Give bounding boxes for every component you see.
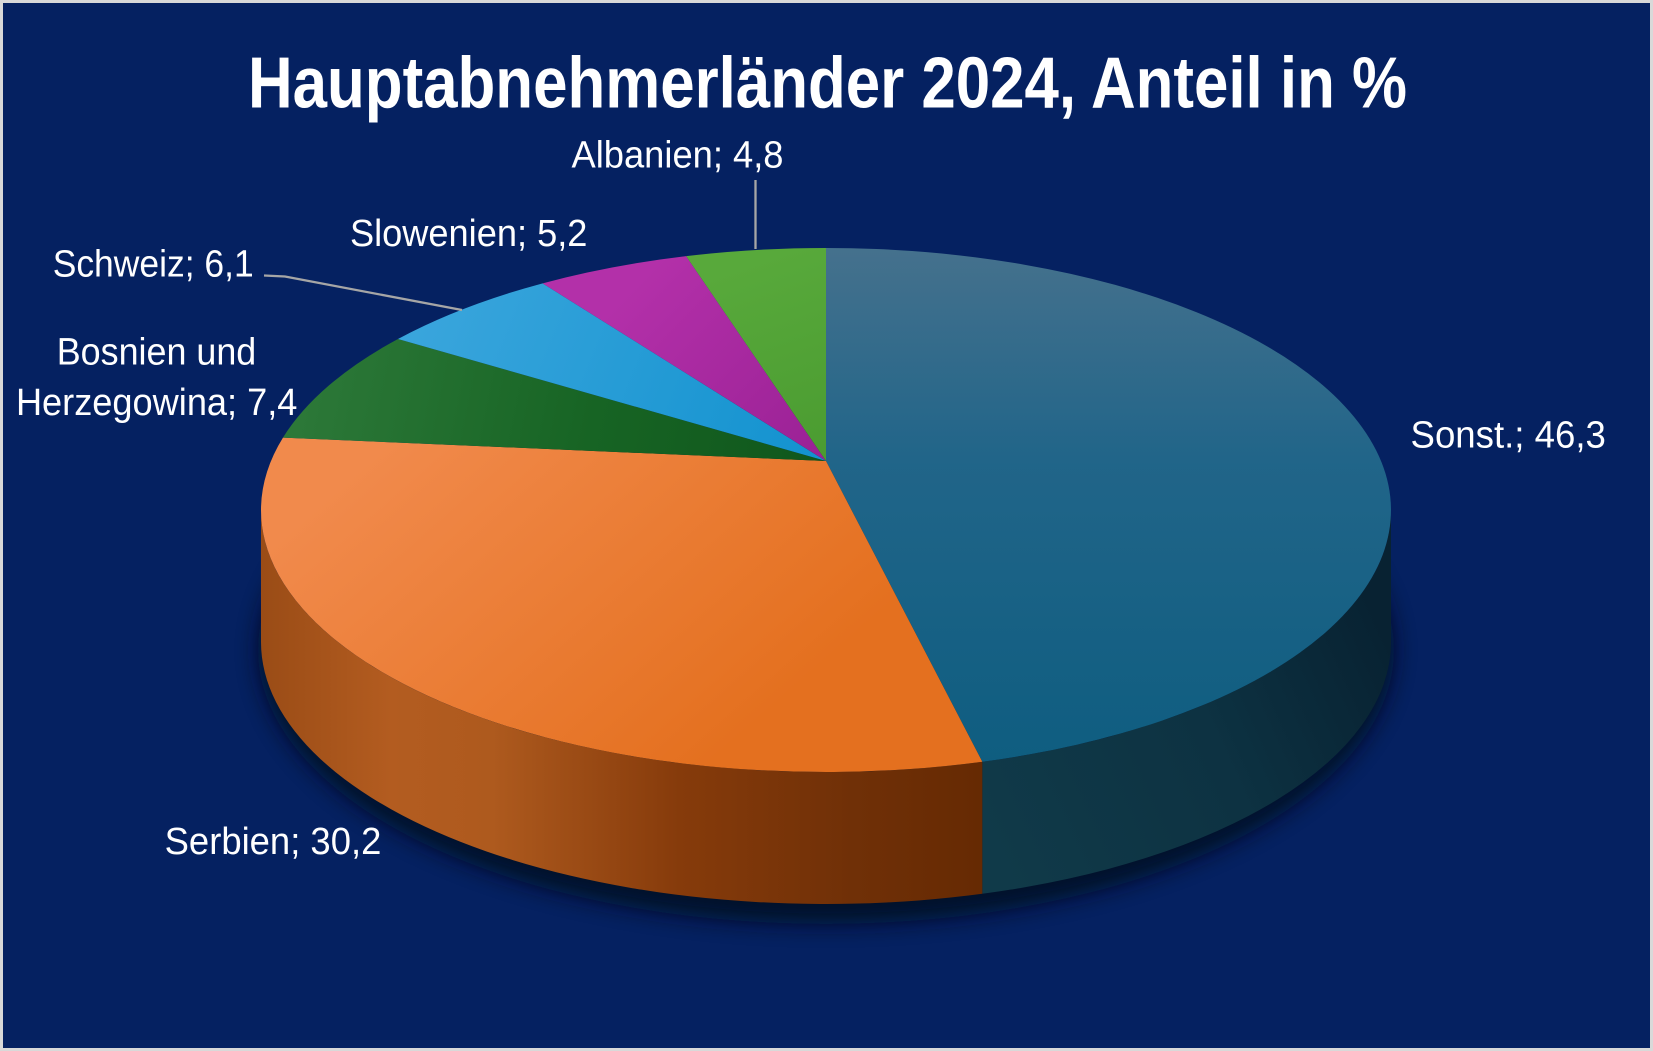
svg-text:Serbien; 30,2: Serbien; 30,2 [165, 821, 382, 863]
svg-text:Schweiz; 6,1: Schweiz; 6,1 [53, 243, 254, 285]
svg-text:Hauptabnehmerländer 2024, Ante: Hauptabnehmerländer 2024, Anteil in % [248, 44, 1407, 124]
svg-text:Albanien; 4,8: Albanien; 4,8 [572, 134, 784, 176]
svg-text:Bosnien und: Bosnien und [57, 332, 257, 374]
svg-text:Slowenien; 5,2: Slowenien; 5,2 [350, 213, 588, 255]
svg-text:Sonst.; 46,3: Sonst.; 46,3 [1411, 415, 1606, 457]
svg-text:Herzegowina; 7,4: Herzegowina; 7,4 [16, 382, 298, 424]
